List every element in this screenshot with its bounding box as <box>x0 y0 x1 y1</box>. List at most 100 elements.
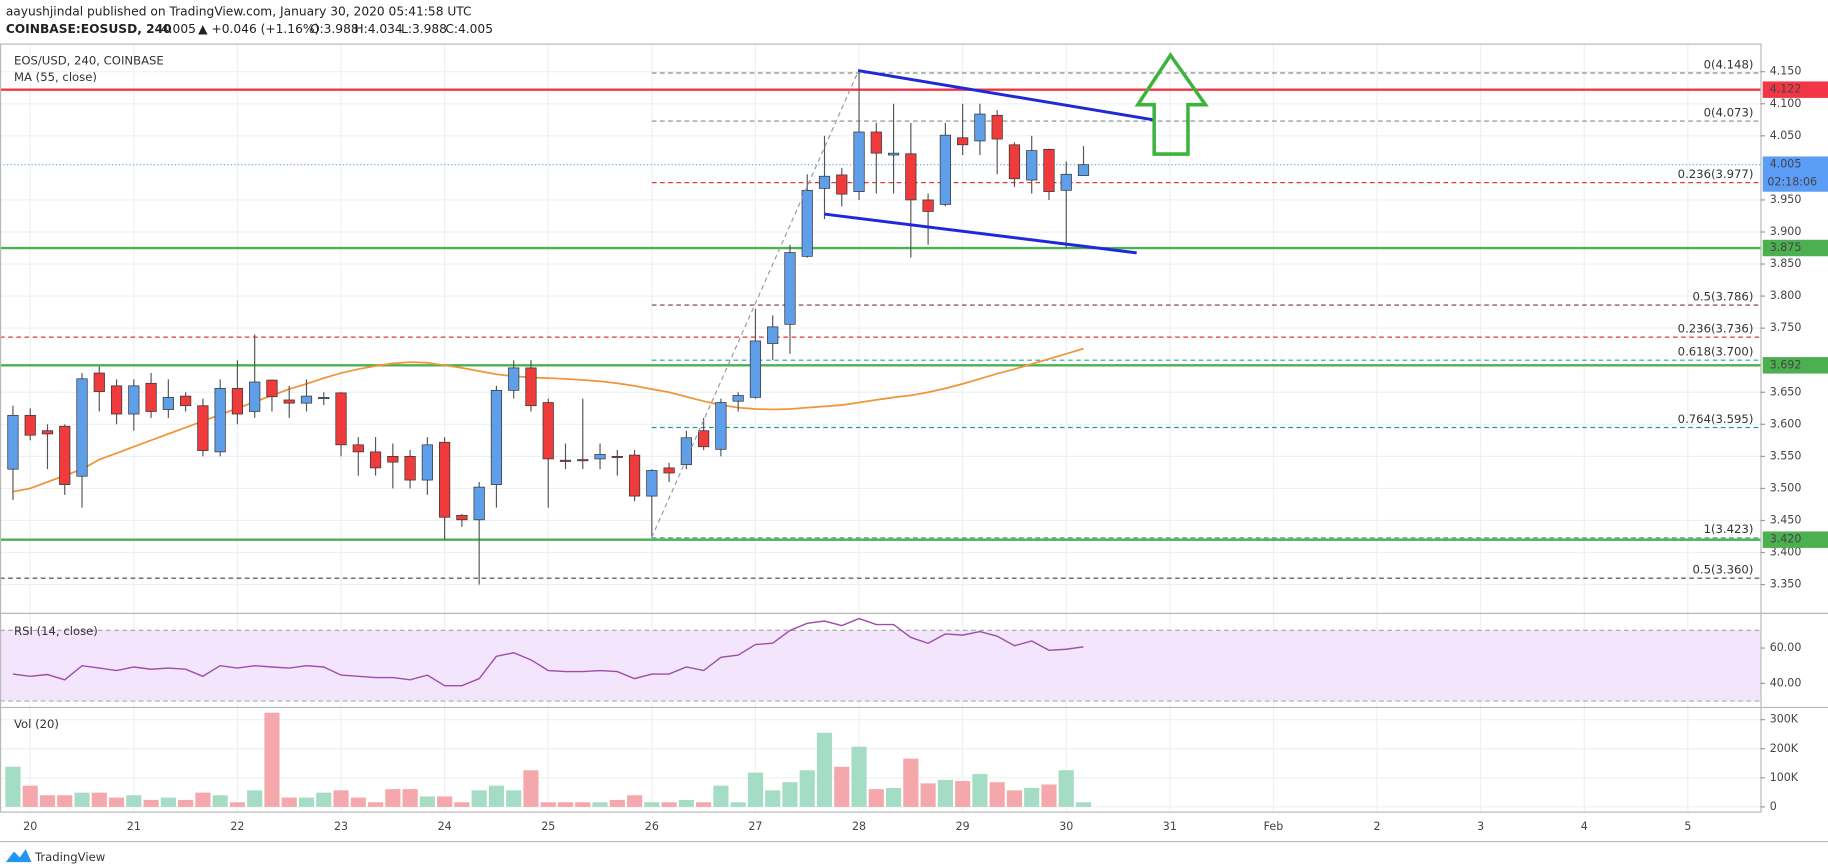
y-tick-label: 3.750 <box>1770 321 1802 334</box>
candle-body <box>767 326 779 344</box>
volume-bar <box>506 790 522 807</box>
volume-bar <box>22 785 38 807</box>
volume-bar <box>178 799 194 807</box>
x-tick-label: 20 <box>23 820 37 833</box>
candle-body <box>59 425 71 485</box>
volume-bar <box>298 797 315 807</box>
volume-bar <box>1024 787 1040 807</box>
close: C:4.005 <box>445 22 493 36</box>
last-price-badge <box>1762 156 1828 192</box>
candle-body <box>922 199 934 212</box>
y-tick-label: 3.600 <box>1770 417 1802 430</box>
volume-bar <box>592 802 608 807</box>
volume-bar <box>437 796 453 807</box>
fib-label: 0.5(3.360) <box>1692 562 1753 576</box>
y-tick-label: 60.00 <box>1770 641 1802 654</box>
volume-bar <box>5 766 21 807</box>
volume-bar <box>454 802 470 807</box>
y-tick-label: 300K <box>1770 713 1799 726</box>
y-tick-label: 3.550 <box>1770 449 1802 462</box>
price: 4.005 <box>161 22 196 36</box>
volume-bar <box>74 792 90 807</box>
level-badge <box>1762 239 1828 257</box>
candle-body <box>559 459 572 462</box>
last-price-label: 4.005 <box>1770 158 1802 171</box>
y-tick-label: 3.450 <box>1770 513 1802 526</box>
volume-bar <box>903 758 919 807</box>
x-tick-label: 2 <box>1374 820 1381 833</box>
x-tick-label: 27 <box>748 820 762 833</box>
level-label: 4.122 <box>1770 83 1802 96</box>
ma-line <box>12 347 1084 493</box>
candle-body <box>974 113 986 142</box>
candle-body <box>180 395 192 407</box>
volume-bar <box>626 795 643 807</box>
candle-body <box>663 467 675 474</box>
y-tick-label: 40.00 <box>1770 676 1802 689</box>
candle-body <box>335 392 347 446</box>
volume-bar <box>126 795 142 807</box>
volume-bar <box>575 802 591 807</box>
level-label: 3.692 <box>1770 358 1802 371</box>
candle-body <box>680 437 692 466</box>
candle-body <box>145 382 157 412</box>
volume-bar <box>57 795 73 807</box>
candle-body <box>110 385 123 415</box>
volume-bar <box>540 802 556 807</box>
x-tick-label: 4 <box>1581 820 1588 833</box>
volume-bar <box>264 712 280 807</box>
volume-bar <box>39 795 56 807</box>
x-tick-label: 21 <box>127 820 141 833</box>
x-tick-label: 25 <box>541 820 555 833</box>
x-tick-label: 29 <box>956 820 970 833</box>
volume-bar <box>955 781 971 807</box>
volume-bar <box>419 796 435 807</box>
level-label: 3.420 <box>1770 533 1802 546</box>
up-arrow <box>1134 52 1209 156</box>
y-tick-label: 4.100 <box>1770 97 1802 110</box>
candle-body <box>1077 164 1090 176</box>
volume-bar <box>212 795 228 807</box>
y-tick-label: 3.900 <box>1770 225 1802 238</box>
volume-bar <box>281 797 297 807</box>
candle-body <box>1043 148 1055 192</box>
x-tick-label: 23 <box>334 820 348 833</box>
candle-body <box>300 395 313 404</box>
volume-bar <box>765 790 781 807</box>
candle-body <box>784 252 796 325</box>
volume-bar <box>160 797 176 807</box>
candle-body <box>473 486 485 521</box>
volume-bar <box>989 782 1005 807</box>
candle-body <box>76 378 88 477</box>
x-tick-label: 28 <box>852 820 866 833</box>
volume-bar <box>885 787 902 807</box>
channel-upper <box>857 69 1155 122</box>
rsi-band <box>0 630 1761 702</box>
volume-bar <box>1058 770 1074 807</box>
volume-bar <box>782 782 798 807</box>
fib-label: 0.236(3.736) <box>1678 321 1754 335</box>
fib-trend-line <box>651 71 859 538</box>
volume-bar <box>195 792 211 807</box>
candle-body <box>41 430 54 435</box>
plot-frame <box>0 43 1762 813</box>
channel-lower <box>824 212 1137 255</box>
candle-body <box>905 153 917 201</box>
countdown-label: 02:18:06 <box>1767 175 1817 188</box>
volume-bar <box>143 799 159 807</box>
low: L:3.988 <box>401 22 447 36</box>
volume-bar <box>661 802 677 807</box>
volume-bar <box>937 779 953 807</box>
brand-logo <box>5 849 32 863</box>
candle-body <box>93 372 105 392</box>
fib-label: 0.236(3.977) <box>1678 167 1754 181</box>
candle-body <box>732 395 744 402</box>
candle-body <box>939 134 951 205</box>
y-tick-label: 3.400 <box>1770 545 1802 558</box>
volume-bar <box>471 790 487 807</box>
candle-body <box>128 385 140 415</box>
candle-body <box>628 454 641 497</box>
candle-body <box>249 381 261 412</box>
candle-body <box>7 414 19 470</box>
level-badge <box>1762 81 1828 98</box>
